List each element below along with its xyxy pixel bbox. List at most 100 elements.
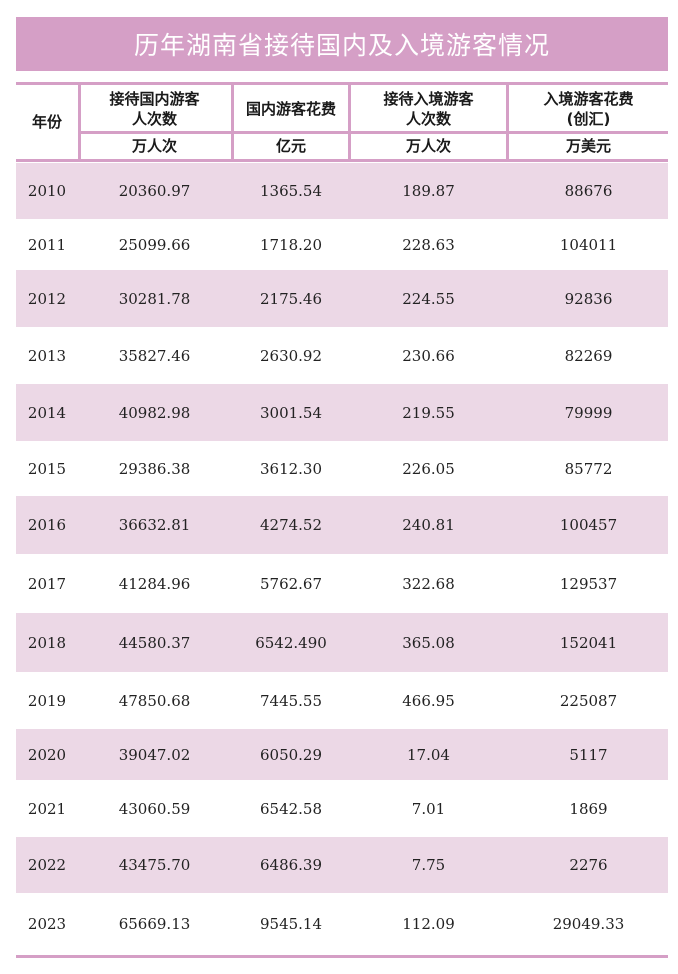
cell-inbound-spend: 2276 <box>569 856 608 874</box>
table-row: 2022 43475.70 6486.39 7.75 2276 <box>16 837 668 893</box>
cell-inbound-spend: 79999 <box>564 403 613 422</box>
cell-inbound-visits: 466.95 <box>402 691 455 710</box>
cell-domestic-visits: 44580.37 <box>118 633 191 652</box>
cell-domestic-spend: 3612.30 <box>259 459 323 478</box>
cell-domestic-spend: 3001.54 <box>259 403 323 422</box>
cell-year: 2011 <box>27 235 67 254</box>
cell-inbound-spend: 82269 <box>564 346 613 365</box>
table-header: 年份 接待国内游客 人次数 国内游客花费 接待入境游客 人次数 入境游客花费 (… <box>16 85 668 159</box>
table-row: 2010 20360.97 1365.54 189.87 88676 <box>16 163 668 219</box>
cell-inbound-visits: 322.68 <box>402 574 455 593</box>
header-domestic-visits-line1: 接待国内游客 <box>109 89 200 108</box>
cell-inbound-spend: 104011 <box>559 235 618 254</box>
unit-inbound-spend: 万美元 <box>565 137 611 155</box>
cell-domestic-spend: 6542.490 <box>255 633 327 652</box>
cell-year: 2017 <box>27 574 67 593</box>
cell-domestic-spend: 6486.39 <box>259 856 323 874</box>
cell-domestic-visits: 29386.38 <box>118 459 191 478</box>
header-divider <box>348 85 351 159</box>
cell-domestic-spend: 1365.54 <box>259 182 323 200</box>
header-inbound-visits: 接待入境游客 人次数 <box>351 85 506 132</box>
cell-inbound-visits: 228.63 <box>402 235 455 254</box>
table-row: 2011 25099.66 1718.20 228.63 104011 <box>16 219 668 270</box>
cell-domestic-spend: 2630.92 <box>259 346 323 365</box>
header-domestic-visits-line2: 人次数 <box>131 109 177 128</box>
cell-year: 2018 <box>27 633 67 652</box>
cell-inbound-visits: 7.01 <box>411 799 446 818</box>
cell-inbound-visits: 7.75 <box>411 856 446 874</box>
cell-domestic-visits: 47850.68 <box>118 691 191 710</box>
table-row: 2021 43060.59 6542.58 7.01 1869 <box>16 780 668 837</box>
cell-inbound-visits: 17.04 <box>407 745 450 764</box>
cell-inbound-visits: 230.66 <box>402 346 455 365</box>
cell-domestic-visits: 65669.13 <box>118 914 191 933</box>
table-row: 2023 65669.13 9545.14 112.09 29049.33 <box>16 893 668 954</box>
header-inbound-spend: 入境游客花费 (创汇) <box>509 85 668 132</box>
cell-domestic-spend: 5762.67 <box>259 574 323 593</box>
cell-domestic-visits: 39047.02 <box>118 745 191 764</box>
table-row: 2017 41284.96 5762.67 322.68 129537 <box>16 554 668 613</box>
cell-domestic-spend: 6050.29 <box>259 745 323 764</box>
cell-domestic-spend: 4274.52 <box>259 516 323 534</box>
header-inbound-spend-line2: (创汇) <box>566 109 611 128</box>
cell-inbound-visits: 226.05 <box>402 459 455 478</box>
cell-year: 2022 <box>27 856 67 874</box>
cell-year: 2012 <box>27 289 67 308</box>
table-bottom-rule <box>16 955 668 958</box>
page-title: 历年湖南省接待国内及入境游客情况 <box>133 31 550 60</box>
table-row: 2014 40982.98 3001.54 219.55 79999 <box>16 384 668 441</box>
header-unit-rule <box>81 131 231 134</box>
cell-inbound-visits: 189.87 <box>402 182 455 200</box>
cell-inbound-spend: 129537 <box>559 574 618 593</box>
unit-inbound-visits: 万人次 <box>405 137 451 155</box>
cell-year: 2019 <box>27 691 67 710</box>
header-domestic-visits: 接待国内游客 人次数 <box>78 85 231 132</box>
table-row: 2015 29386.38 3612.30 226.05 85772 <box>16 441 668 496</box>
header-unit-rule <box>351 131 506 134</box>
cell-inbound-spend: 100457 <box>559 516 618 534</box>
cell-year: 2014 <box>27 403 67 422</box>
cell-domestic-visits: 35827.46 <box>118 346 191 365</box>
unit-domestic-visits: 万人次 <box>131 137 177 155</box>
cell-inbound-visits: 240.81 <box>402 516 455 534</box>
header-year: 年份 <box>31 113 62 131</box>
cell-year: 2020 <box>27 745 67 764</box>
header-unit-rule <box>509 131 668 134</box>
cell-inbound-visits: 224.55 <box>402 289 455 308</box>
cell-inbound-spend: 92836 <box>564 289 613 308</box>
header-inbound-spend-line1: 入境游客花费 <box>543 89 634 108</box>
cell-domestic-visits: 36632.81 <box>118 516 191 534</box>
cell-inbound-spend: 85772 <box>564 459 613 478</box>
table-top-rule <box>16 82 668 85</box>
cell-domestic-visits: 30281.78 <box>118 289 191 308</box>
cell-year: 2010 <box>27 182 67 200</box>
cell-domestic-spend: 2175.46 <box>259 289 323 308</box>
table-row: 2020 39047.02 6050.29 17.04 5117 <box>16 729 668 780</box>
cell-inbound-visits: 112.09 <box>402 914 455 933</box>
cell-year: 2023 <box>27 914 67 933</box>
cell-domestic-visits: 25099.66 <box>118 235 191 254</box>
cell-domestic-visits: 20360.97 <box>118 182 191 200</box>
header-bottom-rule <box>16 159 668 162</box>
cell-domestic-visits: 43060.59 <box>118 799 191 818</box>
title-bar: 历年湖南省接待国内及入境游客情况 <box>16 17 668 71</box>
header-inbound-visits-line1: 接待入境游客 <box>383 89 474 108</box>
table-row: 2019 47850.68 7445.55 466.95 225087 <box>16 672 668 729</box>
header-domestic-spend: 国内游客花费 <box>234 85 348 132</box>
cell-inbound-spend: 29049.33 <box>552 914 625 933</box>
cell-inbound-spend: 1869 <box>569 799 608 818</box>
cell-domestic-spend: 6542.58 <box>259 799 323 818</box>
cell-inbound-spend: 88676 <box>564 182 613 200</box>
header-unit-rule <box>234 131 348 134</box>
cell-year: 2016 <box>27 516 67 534</box>
cell-domestic-visits: 43475.70 <box>118 856 191 874</box>
header-divider <box>506 85 509 159</box>
cell-year: 2021 <box>27 799 67 818</box>
cell-inbound-visits: 219.55 <box>402 403 455 422</box>
header-inbound-visits-line2: 人次数 <box>405 109 451 128</box>
cell-domestic-spend: 9545.14 <box>259 914 323 933</box>
cell-domestic-spend: 7445.55 <box>259 691 323 710</box>
cell-year: 2015 <box>27 459 67 478</box>
cell-inbound-spend: 152041 <box>559 633 618 652</box>
table-row: 2013 35827.46 2630.92 230.66 82269 <box>16 327 668 384</box>
